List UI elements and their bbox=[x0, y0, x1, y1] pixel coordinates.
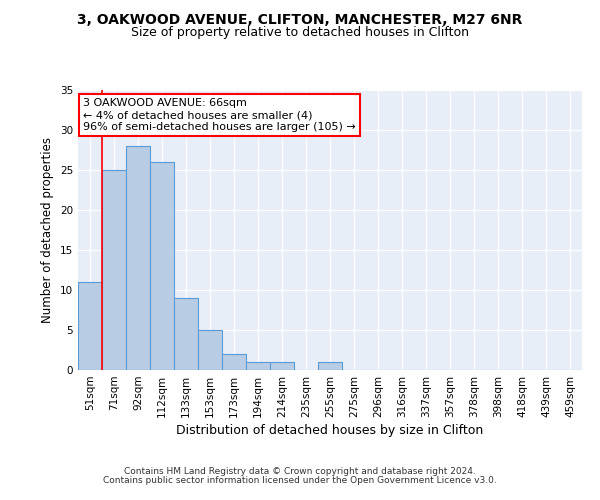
Bar bbox=[174, 298, 198, 370]
Bar bbox=[270, 362, 294, 370]
Bar bbox=[246, 362, 270, 370]
Text: 3 OAKWOOD AVENUE: 66sqm
← 4% of detached houses are smaller (4)
96% of semi-deta: 3 OAKWOOD AVENUE: 66sqm ← 4% of detached… bbox=[83, 98, 356, 132]
Y-axis label: Number of detached properties: Number of detached properties bbox=[41, 137, 55, 323]
Bar bbox=[102, 170, 126, 370]
Text: 3, OAKWOOD AVENUE, CLIFTON, MANCHESTER, M27 6NR: 3, OAKWOOD AVENUE, CLIFTON, MANCHESTER, … bbox=[77, 12, 523, 26]
Bar bbox=[78, 282, 102, 370]
Bar bbox=[150, 162, 174, 370]
Bar bbox=[318, 362, 342, 370]
Text: Contains public sector information licensed under the Open Government Licence v3: Contains public sector information licen… bbox=[103, 476, 497, 485]
Bar bbox=[222, 354, 246, 370]
X-axis label: Distribution of detached houses by size in Clifton: Distribution of detached houses by size … bbox=[176, 424, 484, 437]
Bar bbox=[126, 146, 150, 370]
Text: Contains HM Land Registry data © Crown copyright and database right 2024.: Contains HM Land Registry data © Crown c… bbox=[124, 467, 476, 476]
Text: Size of property relative to detached houses in Clifton: Size of property relative to detached ho… bbox=[131, 26, 469, 39]
Bar bbox=[198, 330, 222, 370]
